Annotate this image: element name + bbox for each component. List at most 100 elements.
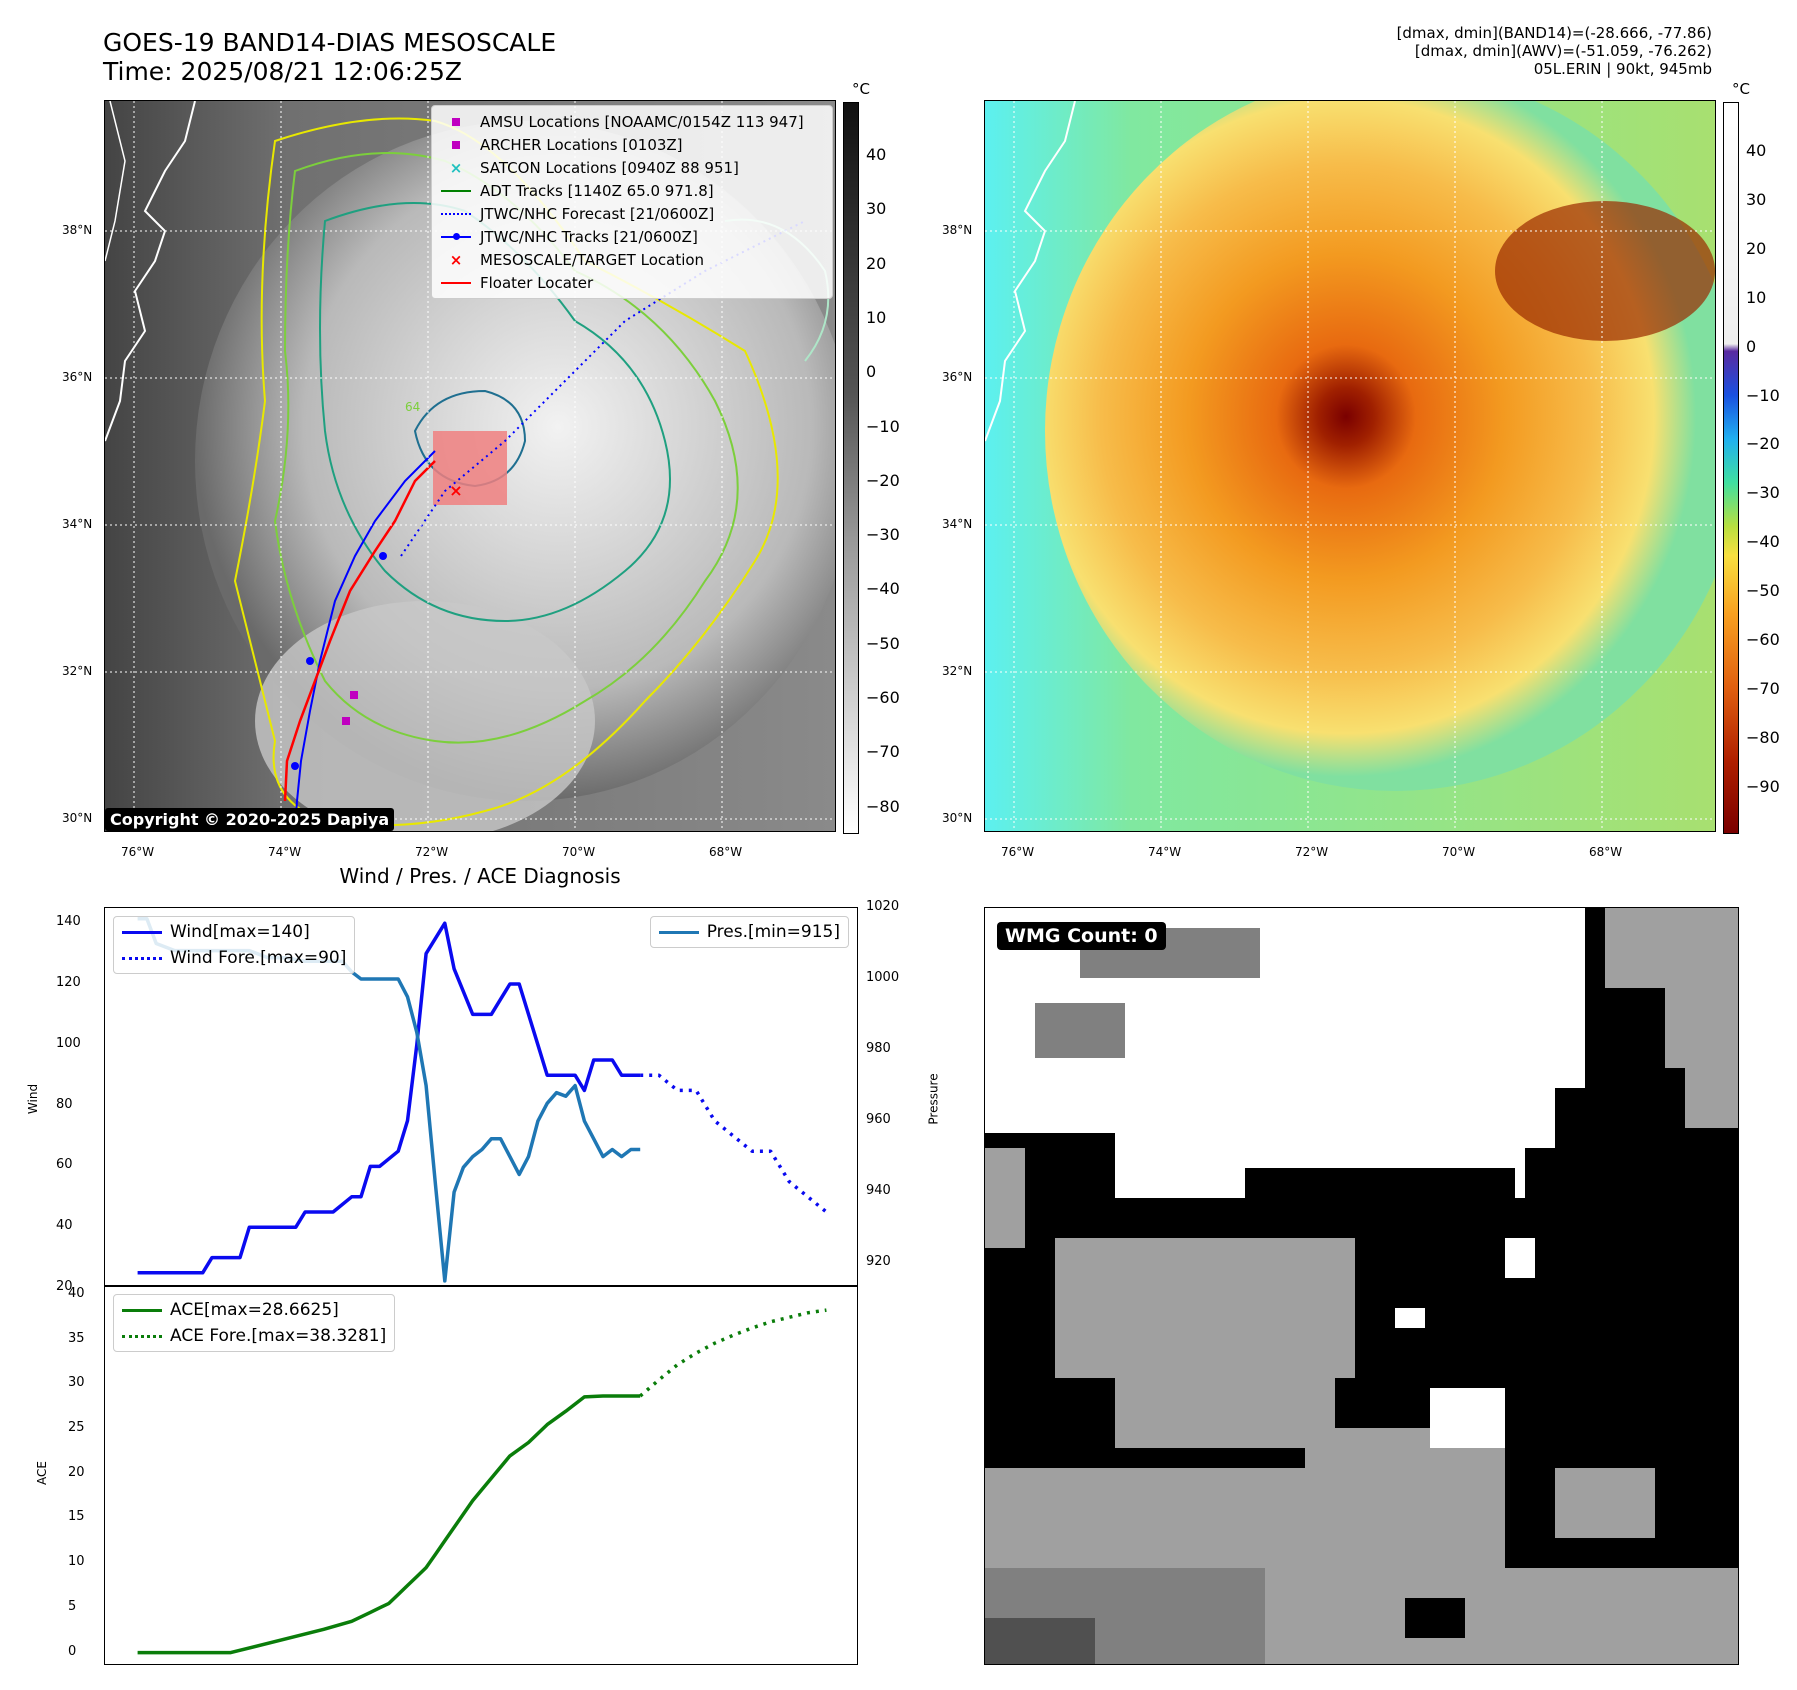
ace-axis-label: ACE bbox=[34, 1461, 49, 1485]
solid-line-icon bbox=[658, 930, 699, 934]
lat-tick-label: 36°N bbox=[942, 370, 973, 384]
pressure-axis-label: Pressure bbox=[926, 1073, 941, 1125]
lon-tick-label: 68°W bbox=[709, 845, 743, 859]
ir-colorbar-tick: 20 bbox=[866, 253, 887, 273]
lat-tick-label: 34°N bbox=[942, 517, 973, 531]
square-marker-icon bbox=[452, 140, 460, 149]
solid-line-icon bbox=[122, 930, 162, 934]
right-info: [dmax, dmin](BAND14)=(-28.666, -77.86) [… bbox=[1397, 24, 1712, 78]
wv-colorbar-tick: −10 bbox=[1746, 385, 1780, 405]
ir-colorbar bbox=[843, 102, 859, 834]
ace-tick-label: 30 bbox=[68, 1375, 85, 1391]
ir-colorbar-tick: −70 bbox=[866, 742, 900, 762]
lat-tick-label: 34°N bbox=[62, 517, 93, 531]
legend-row-floater: Floater Locater bbox=[432, 271, 832, 294]
pressure-tick-label: 960 bbox=[866, 1112, 891, 1128]
lon-tick-label: 74°W bbox=[268, 845, 302, 859]
pressure-tick-label: 920 bbox=[866, 1254, 891, 1270]
legend-pressure: Pres.[min=915] bbox=[658, 919, 840, 945]
wind-tick-label: 100 bbox=[56, 1035, 81, 1051]
lon-tick-label: 70°W bbox=[562, 845, 596, 859]
legend-row-adt: ADT Tracks [1140Z 65.0 971.8] bbox=[432, 179, 832, 202]
lon-tick-label: 72°W bbox=[1295, 845, 1329, 859]
wmg-svg bbox=[985, 908, 1738, 1664]
ace-legend: ACE[max=28.6625] ACE Fore.[max=38.3281] bbox=[113, 1294, 396, 1352]
ir-colorbar-tick: −20 bbox=[866, 470, 900, 490]
ir-colorbar-tick: −10 bbox=[866, 416, 900, 436]
wv-colorbar-tick: 20 bbox=[1746, 238, 1767, 258]
pressure-tick-label: 940 bbox=[866, 1183, 891, 1199]
lat-tick-label: 30°N bbox=[62, 811, 93, 825]
line-marker-icon bbox=[441, 189, 471, 192]
ace-svg bbox=[137, 1308, 827, 1655]
wmg-panel: WMG Count: 0 bbox=[984, 907, 1739, 1665]
lon-tick-label: 76°W bbox=[121, 845, 155, 859]
wind-tick-label: 40 bbox=[56, 1218, 73, 1234]
wv-colorbar-tick: −30 bbox=[1746, 483, 1780, 503]
wv-map-svg bbox=[985, 101, 1715, 831]
ace-tick-label: 20 bbox=[68, 1464, 85, 1480]
lon-tick-label: 72°W bbox=[415, 845, 449, 859]
ir-colorbar-tick: 40 bbox=[866, 145, 887, 164]
title-line-1: GOES-19 BAND14-DIAS MESOSCALE bbox=[103, 28, 557, 57]
ir-colorbar-tick: 0 bbox=[866, 362, 877, 382]
copyright-label: Copyright © 2020-2025 Dapiya bbox=[105, 808, 395, 831]
ace-tick-label: 5 bbox=[68, 1598, 77, 1614]
legend-row-archer: ARCHER Locations [0103Z] bbox=[432, 133, 832, 156]
wind-axis-label: Wind bbox=[26, 1083, 41, 1115]
line-marker-icon bbox=[441, 281, 471, 284]
wind-forecast-line bbox=[640, 1073, 828, 1214]
pressure-tick-label: 1020 bbox=[866, 899, 900, 914]
wv-colorbar-tick: −70 bbox=[1746, 678, 1780, 698]
lat-tick-label: 32°N bbox=[62, 664, 93, 678]
pressure-tick-label: 980 bbox=[866, 1041, 891, 1057]
ir-colorbar-tick: −80 bbox=[866, 796, 900, 816]
pressure-tick-label: 1000 bbox=[866, 970, 900, 986]
wv-colorbar-tick: −40 bbox=[1746, 532, 1780, 552]
ace-tick-label: 15 bbox=[68, 1509, 85, 1525]
x-marker-icon: × bbox=[449, 250, 463, 269]
wv-colorbar-tick: −80 bbox=[1746, 727, 1780, 747]
wv-colorbar-tick: 40 bbox=[1746, 141, 1767, 160]
wv-colorbar-unit: °C bbox=[1732, 80, 1750, 98]
ir-colorbar-unit: °C bbox=[852, 80, 870, 98]
wv-colorbar-tick: 10 bbox=[1746, 287, 1767, 307]
dotted-line-icon bbox=[122, 956, 162, 960]
wv-colorbar-tick: 30 bbox=[1746, 189, 1767, 209]
ir-colorbar-tick: −40 bbox=[866, 579, 900, 599]
legend-wind: Wind[max=140] bbox=[122, 919, 346, 945]
wind-pressure-panel: Wind[max=140] Wind Fore.[max=90] Pres.[m… bbox=[104, 907, 858, 1287]
ace-tick-label: 25 bbox=[68, 1420, 85, 1436]
lon-tick-label: 70°W bbox=[1442, 845, 1476, 859]
wv-map-panel bbox=[984, 100, 1716, 832]
square-marker-icon bbox=[452, 117, 460, 126]
wind-tick-label: 120 bbox=[56, 975, 81, 990]
legend-ace: ACE[max=28.6625] bbox=[122, 1297, 386, 1323]
lat-tick-label: 38°N bbox=[62, 223, 93, 237]
title-line-2: Time: 2025/08/21 12:06:25Z bbox=[103, 57, 462, 86]
wv-colorbar-tick: −20 bbox=[1746, 434, 1780, 454]
right-info-line-2: [dmax, dmin](AWV)=(-51.059, -76.262) bbox=[1414, 42, 1712, 60]
legend-row-amsu: AMSU Locations [NOAAMC/0154Z 113 947] bbox=[432, 110, 832, 133]
wv-colorbar-tick: −90 bbox=[1746, 776, 1780, 796]
lon-tick-label: 68°W bbox=[1589, 845, 1623, 859]
legend-row-satcon: × SATCON Locations [0940Z 88 951] bbox=[432, 156, 832, 179]
solid-line-icon bbox=[122, 1308, 162, 1312]
ir-map-panel: × 64 AMSU Locations [NOAAMC/0154Z 113 94… bbox=[104, 100, 836, 832]
ace-tick-label: 0 bbox=[68, 1643, 77, 1659]
pressure-legend: Pres.[min=915] bbox=[649, 916, 849, 948]
ace-series-line bbox=[137, 1394, 641, 1655]
ir-colorbar-tick: 10 bbox=[866, 307, 887, 327]
lat-tick-label: 30°N bbox=[942, 811, 973, 825]
diag-title: Wind / Pres. / ACE Diagnosis bbox=[339, 864, 621, 888]
ace-forecast-line bbox=[639, 1308, 827, 1398]
target-box bbox=[433, 431, 507, 505]
lon-tick-label: 76°W bbox=[1001, 845, 1035, 859]
legend-row-forecast: JTWC/NHC Forecast [21/0600Z] bbox=[432, 202, 832, 225]
ir-colorbar-tick: −30 bbox=[866, 525, 900, 545]
ace-panel: ACE[max=28.6625] ACE Fore.[max=38.3281] bbox=[104, 1285, 858, 1665]
main-title: GOES-19 BAND14-DIAS MESOSCALE Time: 2025… bbox=[103, 28, 556, 86]
wind-series-line bbox=[137, 921, 641, 1275]
ir-colorbar-tick: −50 bbox=[866, 633, 900, 653]
svg-text:×: × bbox=[449, 481, 462, 500]
